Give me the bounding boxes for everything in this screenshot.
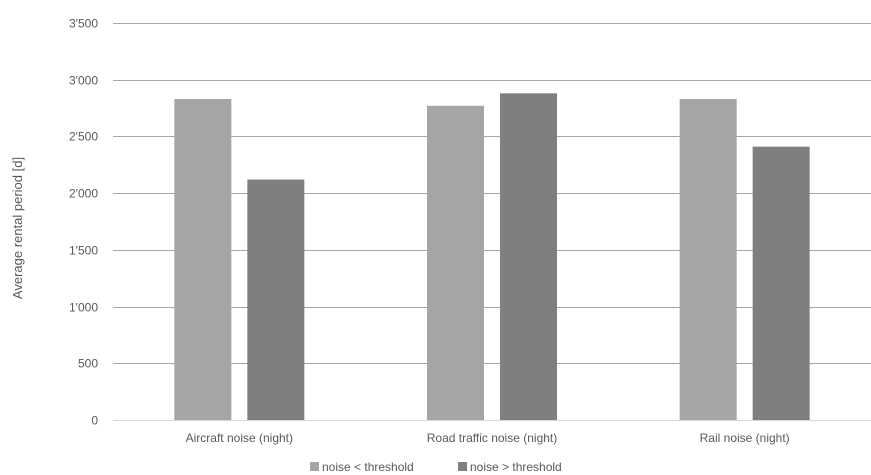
y-tick-label: 3'500 xyxy=(69,17,98,31)
legend-swatch xyxy=(310,462,319,471)
bar-below-threshold xyxy=(427,105,484,420)
bar-below-threshold xyxy=(679,98,737,421)
y-axis-tick-labels: 0 500 1'000 1'500 2'000 2'500 3'000 3'500 xyxy=(69,17,98,428)
bar-above-threshold xyxy=(752,146,810,420)
y-tick-label: 1'500 xyxy=(69,244,98,258)
y-tick-label: 2'500 xyxy=(69,130,98,144)
x-tick-label: Road traffic noise (night) xyxy=(427,431,558,445)
y-tick-label: 0 xyxy=(91,414,98,428)
y-tick-label: 3'000 xyxy=(69,74,98,88)
x-tick-label: Aircraft noise (night) xyxy=(186,431,293,445)
x-tick-label: Rail noise (night) xyxy=(700,431,790,445)
y-tick-label: 2'000 xyxy=(69,187,98,201)
y-tick-label: 1'000 xyxy=(69,301,98,315)
y-tick-label: 500 xyxy=(78,357,98,371)
x-axis-tick-labels: Aircraft noise (night) Road traffic noise… xyxy=(186,431,790,445)
bar-below-threshold xyxy=(174,98,232,421)
legend-swatch xyxy=(458,462,467,471)
legend-label: noise > threshold xyxy=(470,460,562,474)
bar-above-threshold xyxy=(247,179,305,420)
legend-label: noise < threshold xyxy=(322,460,414,474)
y-axis-label: Average rental period [d] xyxy=(10,157,25,299)
bar-above-threshold xyxy=(500,93,557,420)
gridlines xyxy=(113,23,871,421)
bars xyxy=(174,93,810,421)
legend: noise < threshold noise > threshold xyxy=(310,460,562,474)
